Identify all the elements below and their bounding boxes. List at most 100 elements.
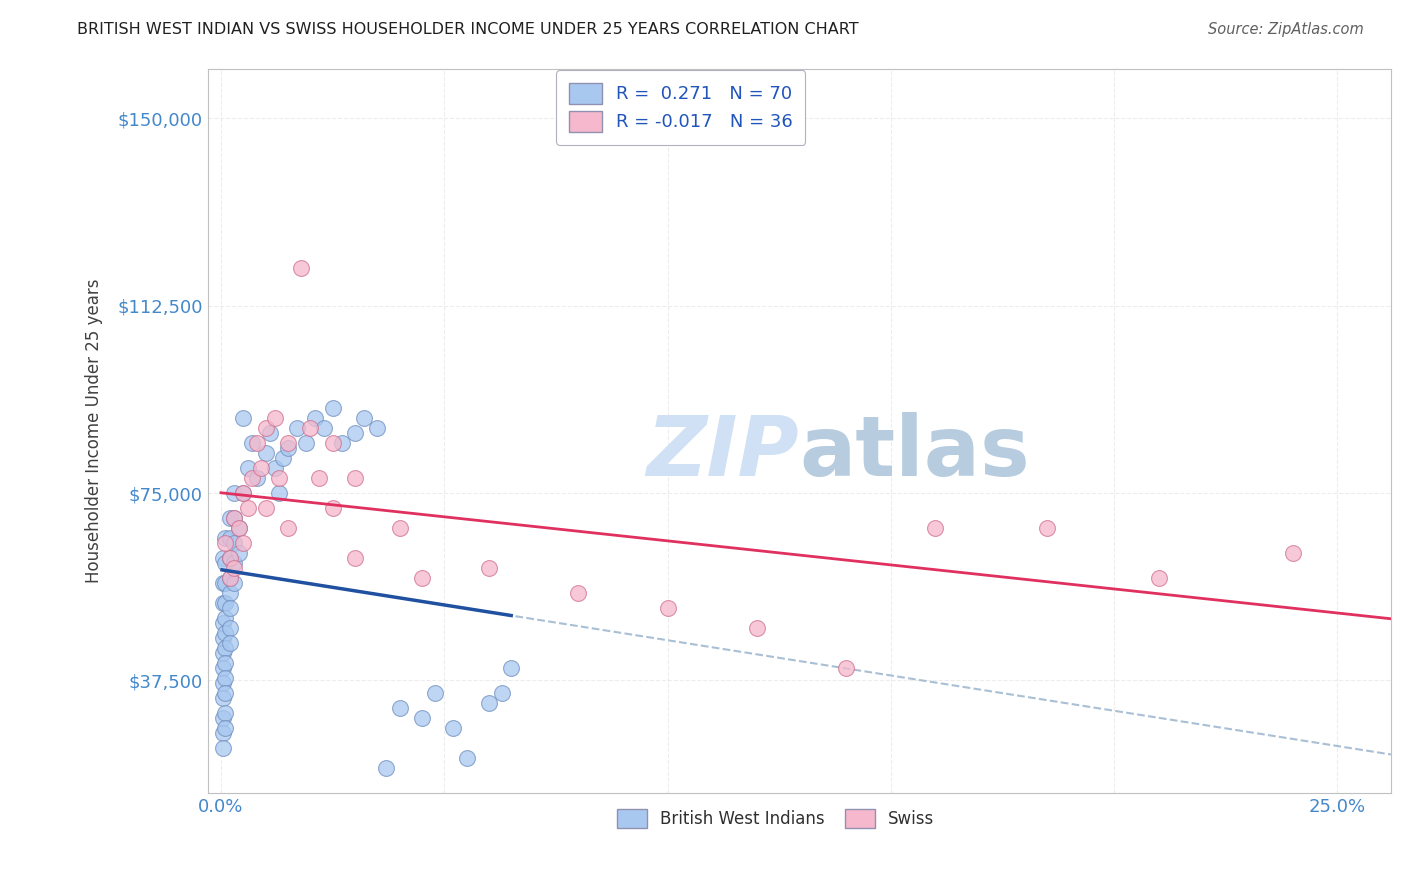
Point bbox=[232, 486, 254, 500]
Point bbox=[267, 486, 290, 500]
Point bbox=[924, 521, 946, 535]
Point bbox=[212, 646, 235, 660]
Point bbox=[254, 446, 277, 460]
Text: ZIP: ZIP bbox=[647, 412, 799, 492]
Point bbox=[411, 571, 433, 585]
Point bbox=[218, 636, 240, 650]
Point bbox=[343, 471, 366, 485]
Point bbox=[214, 625, 236, 640]
Point bbox=[388, 521, 411, 535]
Point bbox=[212, 690, 235, 705]
Point bbox=[277, 436, 299, 450]
Point bbox=[218, 550, 240, 565]
Point bbox=[218, 571, 240, 585]
Point bbox=[308, 471, 330, 485]
Point bbox=[567, 586, 589, 600]
Point bbox=[343, 550, 366, 565]
Point bbox=[228, 546, 250, 560]
Point bbox=[388, 700, 411, 714]
Point bbox=[425, 686, 447, 700]
Point bbox=[214, 531, 236, 545]
Point bbox=[224, 556, 246, 570]
Point bbox=[441, 721, 464, 735]
Point bbox=[290, 261, 312, 276]
Text: atlas: atlas bbox=[799, 412, 1031, 492]
Point bbox=[214, 686, 236, 700]
Point bbox=[212, 615, 235, 630]
Point bbox=[375, 761, 398, 775]
Point bbox=[224, 561, 246, 575]
Point bbox=[1147, 571, 1170, 585]
Point bbox=[218, 586, 240, 600]
Point bbox=[212, 596, 235, 610]
Point bbox=[353, 411, 375, 425]
Point bbox=[1036, 521, 1059, 535]
Point bbox=[491, 686, 513, 700]
Point bbox=[657, 600, 679, 615]
Point bbox=[218, 511, 240, 525]
Point bbox=[214, 656, 236, 670]
Point bbox=[322, 501, 344, 516]
Point bbox=[456, 750, 478, 764]
Point bbox=[285, 421, 308, 435]
Point bbox=[478, 561, 501, 575]
Point bbox=[214, 640, 236, 655]
Point bbox=[240, 471, 263, 485]
Point bbox=[212, 575, 235, 590]
Point bbox=[212, 661, 235, 675]
Point bbox=[330, 436, 353, 450]
Point bbox=[294, 436, 316, 450]
Point bbox=[214, 556, 236, 570]
Point bbox=[214, 706, 236, 720]
Point bbox=[214, 721, 236, 735]
Point bbox=[224, 536, 246, 550]
Legend: British West Indians, Swiss: British West Indians, Swiss bbox=[610, 803, 941, 835]
Point bbox=[228, 521, 250, 535]
Text: Source: ZipAtlas.com: Source: ZipAtlas.com bbox=[1208, 22, 1364, 37]
Point bbox=[212, 725, 235, 739]
Point bbox=[246, 471, 269, 485]
Point bbox=[254, 421, 277, 435]
Point bbox=[228, 521, 250, 535]
Point bbox=[304, 411, 326, 425]
Point bbox=[224, 511, 246, 525]
Point bbox=[745, 621, 768, 635]
Point bbox=[214, 575, 236, 590]
Point bbox=[218, 531, 240, 545]
Point bbox=[218, 621, 240, 635]
Point bbox=[277, 521, 299, 535]
Point bbox=[214, 536, 236, 550]
Point bbox=[232, 411, 254, 425]
Point bbox=[224, 511, 246, 525]
Point bbox=[214, 671, 236, 685]
Point bbox=[212, 631, 235, 645]
Point bbox=[236, 461, 259, 475]
Point bbox=[267, 471, 290, 485]
Point bbox=[218, 571, 240, 585]
Point bbox=[240, 436, 263, 450]
Point bbox=[343, 426, 366, 441]
Point bbox=[411, 711, 433, 725]
Point bbox=[501, 661, 523, 675]
Point bbox=[212, 711, 235, 725]
Point bbox=[1281, 546, 1303, 560]
Y-axis label: Householder Income Under 25 years: Householder Income Under 25 years bbox=[86, 278, 103, 582]
Point bbox=[232, 536, 254, 550]
Point bbox=[232, 486, 254, 500]
Point bbox=[218, 600, 240, 615]
Point bbox=[254, 501, 277, 516]
Point bbox=[214, 596, 236, 610]
Point bbox=[224, 486, 246, 500]
Point bbox=[224, 575, 246, 590]
Point bbox=[212, 740, 235, 755]
Point bbox=[299, 421, 322, 435]
Point bbox=[478, 696, 501, 710]
Point bbox=[273, 451, 295, 466]
Point bbox=[263, 461, 285, 475]
Point bbox=[835, 661, 858, 675]
Point bbox=[322, 436, 344, 450]
Point bbox=[277, 441, 299, 455]
Text: BRITISH WEST INDIAN VS SWISS HOUSEHOLDER INCOME UNDER 25 YEARS CORRELATION CHART: BRITISH WEST INDIAN VS SWISS HOUSEHOLDER… bbox=[77, 22, 859, 37]
Point bbox=[259, 426, 281, 441]
Point bbox=[250, 461, 273, 475]
